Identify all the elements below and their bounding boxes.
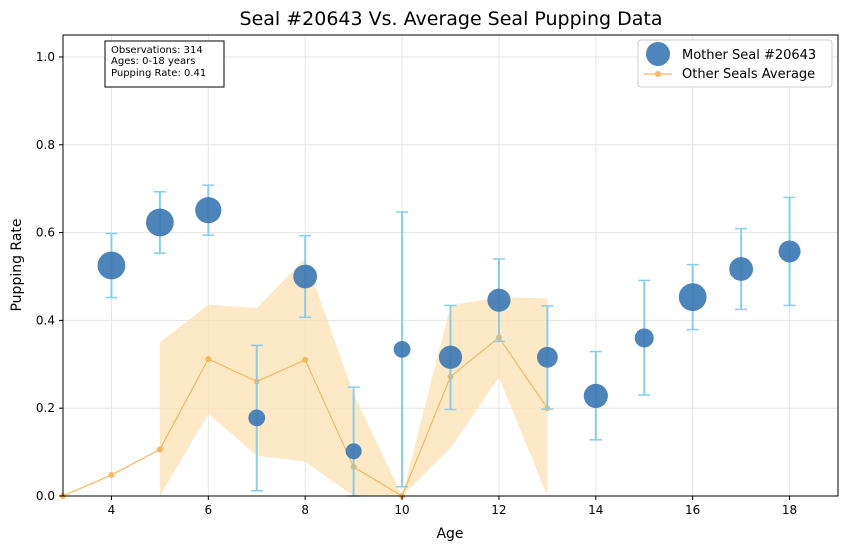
mother-seal-point	[778, 240, 801, 263]
mother-seal-point	[536, 346, 558, 368]
legend-box	[637, 39, 833, 88]
mother-seal-point	[248, 409, 266, 427]
mother-seal-point	[634, 328, 654, 348]
y-tick-label: 0.6	[36, 226, 55, 240]
x-tick-label: 10	[394, 503, 409, 517]
stats-line: Observations: 314	[111, 45, 203, 56]
x-tick-label: 18	[782, 503, 797, 517]
other-seals-point	[205, 356, 212, 363]
mother-seal-bubbles	[97, 197, 801, 460]
y-tick-label: 0.0	[36, 489, 55, 503]
legend-label-mother-seal: Mother Seal #20643	[682, 48, 816, 63]
mother-seal-point	[345, 443, 362, 460]
legend-label-other-seals: Other Seals Average	[682, 67, 815, 82]
mother-seal-point	[293, 264, 318, 289]
mother-seal-point	[583, 383, 608, 408]
y-tick-label: 1.0	[36, 50, 55, 64]
mother-seal-point	[487, 288, 511, 312]
mother-seal-point	[145, 208, 174, 237]
x-tick-label: 6	[204, 503, 212, 517]
legend-marker-other-seals	[655, 71, 661, 77]
y-tick-label: 0.2	[36, 401, 55, 415]
other-seals-point	[302, 356, 309, 363]
y-axis-label: Pupping Rate	[9, 218, 25, 311]
x-axis-label: Age	[436, 526, 463, 542]
stats-line: Ages: 0-18 years	[111, 56, 196, 67]
mother-seal-point	[729, 257, 754, 281]
other-seals-point	[156, 446, 163, 453]
x-tick-label: 16	[685, 503, 700, 517]
x-axis-ticks: 4 6 8 10 12 14 16 18	[108, 496, 797, 517]
legend: Mother Seal #20643 Other Seals Average	[637, 39, 833, 88]
x-tick-label: 8	[301, 503, 309, 517]
other-seals-point	[108, 471, 115, 478]
legend-marker-mother-seal	[646, 42, 670, 66]
stats-box: Observations: 314 Ages: 0-18 years Puppi…	[104, 40, 225, 88]
x-tick-label: 12	[491, 503, 506, 517]
chart-title: Seal #20643 Vs. Average Seal Pupping Dat…	[240, 8, 663, 30]
x-tick-label: 14	[588, 503, 603, 517]
mother-seal-point	[195, 197, 222, 224]
y-tick-label: 0.8	[36, 138, 55, 152]
mother-seal-point	[678, 283, 707, 312]
stats-line: Pupping Rate: 0.41	[111, 68, 206, 79]
other-seals-line	[60, 334, 551, 499]
plot-frame	[62, 34, 839, 497]
y-tick-label: 0.4	[36, 313, 55, 327]
mother-seal-point	[97, 251, 126, 280]
mother-seal-point	[393, 340, 411, 358]
x-tick-label: 4	[108, 503, 116, 517]
mother-seal-point	[438, 345, 463, 369]
y-axis-ticks: 0.0 0.2 0.4 0.6 0.8 1.0	[36, 50, 63, 503]
